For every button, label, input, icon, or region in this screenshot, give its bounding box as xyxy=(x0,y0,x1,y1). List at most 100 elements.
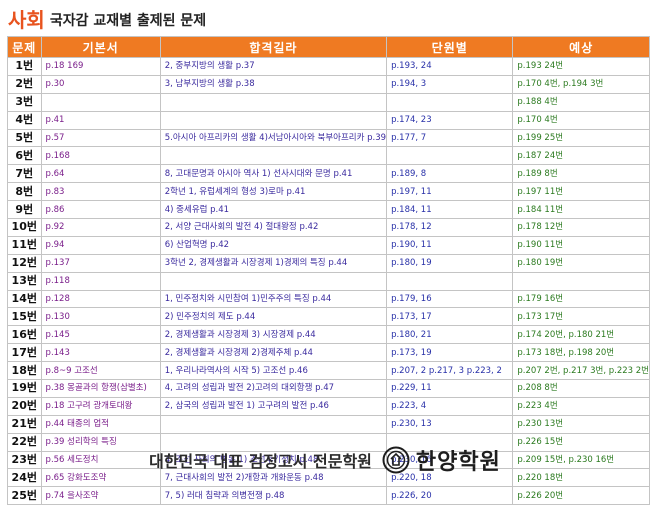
cell-c4: p.177, 7 xyxy=(386,128,514,148)
cell-num: 15번 xyxy=(7,307,42,327)
cell-num: 8번 xyxy=(7,182,42,202)
footer: 대한민국 대표 검정고시 전문학원 한양학원 xyxy=(0,438,650,482)
cell-c4: p.184, 11 xyxy=(386,200,514,220)
cell-c4: p.223, 4 xyxy=(386,396,514,416)
cell-num: 1번 xyxy=(7,57,42,76)
question-table: 문제 기본서 합격길라 단원별 예상 1번 p.18 169 2, 중부지방의 생활… xyxy=(7,36,650,505)
cell-c3: 8, 고대문명과 아시아 역사 1) 선사시대와 문명 p.41 xyxy=(159,164,388,184)
cell-num: 13번 xyxy=(7,271,42,291)
cell-num: 16번 xyxy=(7,325,42,345)
column-header-unit: 단원별 xyxy=(386,36,514,58)
table-row: 20번 p.18 고구려 광개토대왕 2, 삼국의 성립과 발전 1) 고구려의 발… xyxy=(7,396,650,416)
cell-c5: p.207 2번, p.217 3번, p.223 2번 xyxy=(512,361,650,381)
cell-num: 3번 xyxy=(7,92,42,112)
column-header-pass-guide: 합격길라 xyxy=(159,36,388,58)
cell-c4: p.180, 21 xyxy=(386,325,514,345)
cell-num: 17번 xyxy=(7,343,42,363)
table-row: 3번 p.188 4번 xyxy=(7,92,650,112)
cell-c3: 7, 5) 러대 침략과 의병전쟁 p.48 xyxy=(159,486,388,505)
cell-c2: p.8~9 고조선 xyxy=(40,361,161,381)
cell-num: 2번 xyxy=(7,74,42,94)
cell-c4 xyxy=(386,146,514,166)
title-text: 국자감 교재별 출제된 문제 xyxy=(49,13,207,29)
table-row: 23번 p.56 세도정치 4, 조선 사회의 변동 1) 조선후기정치 p.48 p… xyxy=(7,450,650,470)
cell-c2: p.64 xyxy=(40,164,161,184)
cell-c4: p.179, 16 xyxy=(386,289,514,309)
cell-c3: 4, 고려의 성립과 발전 2)고려의 대외항쟁 p.47 xyxy=(159,379,388,398)
cell-num: 9번 xyxy=(7,200,42,220)
cell-c3: 2, 중부지방의 생활 p.37 xyxy=(159,57,388,76)
cell-c3: 3, 남부지방의 생활 p.38 xyxy=(159,74,388,94)
cell-num: 18번 xyxy=(7,361,42,381)
cell-c3: 5.아시아 아프리카의 생활 4)서남아시아와 북부아프리카 p.39 xyxy=(159,128,388,148)
cell-c5: p.188 4번 xyxy=(512,92,650,112)
cell-num: 5번 xyxy=(7,128,42,148)
cell-c4: p.174, 23 xyxy=(386,110,514,130)
cell-c2: p.18 고구려 광개토대왕 xyxy=(40,396,161,416)
cell-c3: 2, 서양 근대사회의 발전 4) 절대왕정 p.42 xyxy=(159,218,388,237)
cell-c3: 1, 민주정치와 시민참여 1)민주주의 특징 p.44 xyxy=(159,289,388,309)
cell-num: 4번 xyxy=(7,110,42,130)
table-row: 8번 p.83 2학년 1, 유럽세계의 형성 3)로마 p.41 p.197, 11… xyxy=(7,182,650,202)
cell-c5: p.170 4번, p.194 3번 xyxy=(512,74,650,94)
cell-c5: p.190 11번 xyxy=(512,235,650,255)
cell-c3 xyxy=(159,110,388,130)
table-row: 16번 p.145 2, 경제생활과 시장경제 3) 시장경제 p.44 p.180,… xyxy=(7,325,650,345)
cell-num: 25번 xyxy=(7,486,42,505)
cell-c5: p.230 13번 xyxy=(512,414,650,434)
table-row: 1번 p.18 169 2, 중부지방의 생활 p.37 p.193, 24 p.193… xyxy=(7,57,650,76)
cell-c2: p.18 169 xyxy=(40,57,161,76)
cell-c4: p.229, 11 xyxy=(386,379,514,398)
table-row: 18번 p.8~9 고조선 1, 우리나라역사의 시작 5) 고조선 p.46 p.2… xyxy=(7,361,650,381)
cell-c2: p.145 xyxy=(40,325,161,345)
cell-c5: p.180 19번 xyxy=(512,253,650,273)
cell-c5: p.178 12번 xyxy=(512,218,650,237)
cell-c2: p.83 xyxy=(40,182,161,202)
table-row: 14번 p.128 1, 민주정치와 시민참여 1)민주주의 특징 p.44 p.17… xyxy=(7,289,650,309)
table-row: 9번 p.86 4) 중세유럽 p.41 p.184, 11 p.184 11번 xyxy=(7,200,650,220)
cell-c5: p.173 17번 xyxy=(512,307,650,327)
cell-c2: p.44 태종의 업적 xyxy=(40,414,161,434)
table-row: 5번 p.57 5.아시아 아프리카의 생활 4)서남아시아와 북부아프리카 p.3… xyxy=(7,128,650,148)
cell-c5: p.189 8번 xyxy=(512,164,650,184)
table-header-row: 문제 기본서 합격길라 단원별 예상 xyxy=(7,36,650,58)
cell-c5 xyxy=(512,271,650,291)
cell-c3 xyxy=(159,146,388,166)
cell-c3: 3학년 2, 경제생활과 시장경제 1)경제의 특징 p.44 xyxy=(159,253,388,273)
table-row: 17번 p.143 2, 경제생활과 시장경제 2)경제주체 p.44 p.173, … xyxy=(7,343,650,363)
cell-c2: p.137 xyxy=(40,253,161,273)
cell-c2: p.118 xyxy=(40,271,161,291)
cell-c2: p.130 xyxy=(40,307,161,327)
brand-name: 한양학원 xyxy=(415,450,501,475)
table-row: 7번 p.64 8, 고대문명과 아시아 역사 1) 선사시대와 문명 p.41 p.… xyxy=(7,164,650,184)
table-row: 11번 p.94 6) 산업혁명 p.42 p.190, 11 p.190 11번 xyxy=(7,235,650,255)
cell-num: 11번 xyxy=(7,235,42,255)
cell-c3 xyxy=(159,414,388,434)
cell-c2: p.74 을사조약 xyxy=(40,486,161,505)
cell-c2: p.38 몽골과의 항쟁(삼별초) xyxy=(40,379,161,398)
cell-c4: p.173, 17 xyxy=(386,307,514,327)
cell-c3: 2, 경제생활과 시장경제 3) 시장경제 p.44 xyxy=(159,325,388,345)
cell-c2: p.128 xyxy=(40,289,161,309)
column-header-textbook: 기본서 xyxy=(40,36,161,58)
cell-c5: p.179 16번 xyxy=(512,289,650,309)
cell-c5: p.226 20번 xyxy=(512,486,650,505)
cell-c3: 2, 삼국의 성립과 발전 1) 고구려의 발전 p.46 xyxy=(159,396,388,416)
cell-c4: p.207, 2 p.217, 3 p.223, 2 xyxy=(386,361,514,381)
cell-num: 19번 xyxy=(7,379,42,398)
cell-c5: p.170 4번 xyxy=(512,110,650,130)
cell-num: 21번 xyxy=(7,414,42,434)
cell-c5: p.223 4번 xyxy=(512,396,650,416)
page-title: 사회 국자감 교재별 출제된 문제 xyxy=(8,2,206,32)
title-accent: 사회 xyxy=(8,8,45,32)
cell-num: 7번 xyxy=(7,164,42,184)
table-row: 21번 p.44 태종의 업적 p.230, 13 p.230 13번 xyxy=(7,414,650,434)
cell-c2: p.168 xyxy=(40,146,161,166)
table-row: 15번 p.130 2) 민주정치의 제도 p.44 p.173, 17 p.173 1… xyxy=(7,307,650,327)
cell-c5: p.197 11번 xyxy=(512,182,650,202)
cell-c4: p.230, 13 xyxy=(386,414,514,434)
cell-c3: 1, 우리나라역사의 시작 5) 고조선 p.46 xyxy=(159,361,388,381)
cell-c4: p.226, 20 xyxy=(386,486,514,505)
cell-c4: p.180, 19 xyxy=(386,253,514,273)
cell-c4: p.197, 11 xyxy=(386,182,514,202)
